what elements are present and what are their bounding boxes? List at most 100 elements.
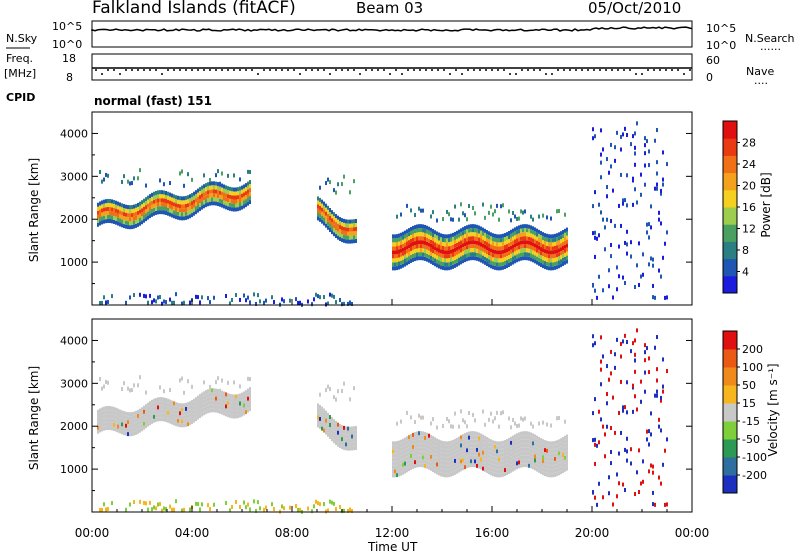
velocity-cell — [558, 443, 560, 448]
velocity-cell — [640, 399, 642, 404]
velocity-cell — [157, 417, 159, 422]
velocity-cell — [530, 432, 532, 437]
velocity-cell — [548, 449, 550, 454]
power-cell — [141, 208, 143, 213]
nave-label: Nave — [746, 65, 774, 78]
velocity-cell — [197, 502, 199, 507]
power-cell — [520, 224, 522, 229]
power-cell — [205, 195, 207, 200]
power-cell — [642, 272, 644, 277]
power-cell — [496, 242, 498, 247]
nave-point — [263, 69, 265, 71]
freq-left-tick-top: 18 — [62, 52, 76, 65]
colorbar-tick-label: 20 — [742, 180, 756, 193]
power-cell — [554, 253, 556, 258]
velocity-cell — [329, 387, 331, 392]
nave-point — [689, 69, 691, 71]
power-cell — [171, 193, 173, 198]
velocity-cell — [155, 413, 157, 418]
velocity-cell — [123, 415, 125, 420]
velocity-cell — [343, 445, 345, 450]
velocity-cell — [171, 420, 173, 425]
velocity-cell — [438, 443, 440, 448]
power-cell — [343, 222, 345, 227]
power-cell — [416, 248, 418, 253]
power-cell — [167, 195, 169, 200]
velocity-cell — [660, 398, 662, 403]
power-cell — [197, 188, 199, 193]
power-cell — [129, 205, 131, 210]
power-cell — [458, 257, 460, 262]
velocity-cell — [97, 413, 99, 418]
velocity-cell — [213, 404, 215, 409]
power-cell — [484, 252, 486, 257]
velocity-cell — [416, 439, 418, 444]
power-cell — [113, 199, 115, 204]
velocity-cell — [408, 455, 410, 460]
velocity-cell — [458, 468, 460, 473]
power-cell — [490, 236, 492, 241]
velocity-cell — [181, 403, 183, 408]
power-cell — [496, 266, 498, 271]
y-tick-label: 4000 — [60, 334, 88, 347]
nave-point — [149, 69, 151, 71]
power-cell — [113, 207, 115, 212]
velocity-cell — [534, 446, 536, 451]
power-cell — [418, 244, 420, 249]
power-cell — [400, 256, 402, 261]
power-cell — [109, 219, 111, 224]
power-cell — [658, 210, 660, 215]
power-cell — [235, 195, 237, 200]
velocity-cell — [175, 414, 177, 419]
power-cell — [189, 198, 191, 203]
velocity-cell — [410, 445, 412, 450]
velocity-cell — [103, 502, 105, 507]
power-cell — [466, 233, 468, 238]
power-cell — [205, 199, 207, 204]
power-cell — [179, 171, 181, 176]
velocity-cell — [514, 446, 516, 451]
power-cell — [155, 210, 157, 215]
velocity-cell — [219, 405, 221, 410]
velocity-cell — [199, 394, 201, 399]
velocity-cell — [528, 455, 530, 460]
velocity-cell — [438, 447, 440, 452]
power-cell — [424, 240, 426, 245]
power-cell — [548, 266, 550, 271]
power-cell — [167, 199, 169, 204]
velocity-cell — [424, 459, 426, 464]
velocity-cell — [297, 507, 299, 512]
power-cell — [538, 249, 540, 254]
power-cell — [412, 233, 414, 238]
velocity-cell — [506, 443, 508, 448]
velocity-cell — [203, 395, 205, 400]
velocity-cell — [139, 420, 141, 425]
velocity-cell — [512, 447, 514, 452]
power-cell — [474, 228, 476, 233]
velocity-cell — [107, 405, 109, 410]
velocity-cell — [145, 412, 147, 417]
velocity-cell — [618, 451, 620, 456]
power-cell — [331, 230, 333, 235]
power-cell — [339, 233, 341, 238]
power-cell — [544, 257, 546, 262]
power-cell — [526, 240, 528, 245]
power-cell — [159, 198, 161, 203]
power-cell — [341, 226, 343, 231]
power-cell — [644, 151, 646, 156]
velocity-cell — [233, 410, 235, 415]
power-cell — [560, 247, 562, 252]
power-cell — [658, 268, 660, 273]
power-cell — [544, 249, 546, 254]
power-cell — [466, 257, 468, 262]
power-cell — [480, 238, 482, 243]
velocity-cell — [227, 409, 229, 414]
velocity-cell — [231, 398, 233, 403]
velocity-cell — [347, 438, 349, 443]
velocity-cell — [233, 398, 235, 403]
power-cell — [355, 226, 357, 231]
power-cell — [408, 248, 410, 253]
velocity-cell — [205, 406, 207, 411]
power-cell — [646, 139, 648, 144]
